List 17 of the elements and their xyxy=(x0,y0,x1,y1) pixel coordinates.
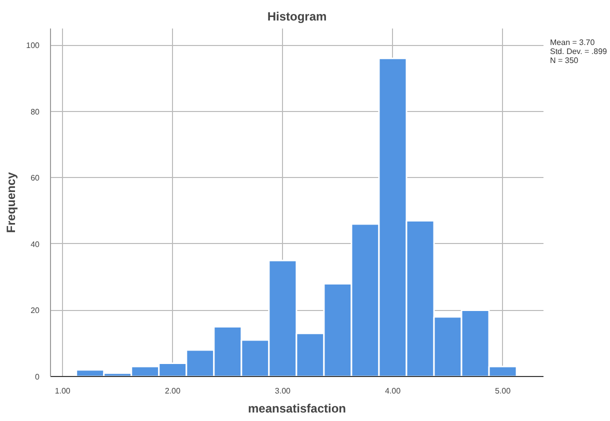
y-tick-label: 60 xyxy=(30,174,40,183)
text: Std. Dev. = .899 xyxy=(550,47,607,56)
text: Mean = 3.70 xyxy=(550,38,596,47)
x-tick-label: 5.00 xyxy=(495,386,512,396)
y-axis-title: Frequency xyxy=(4,172,18,233)
y-tick-label: 20 xyxy=(30,306,40,316)
chart-title: Histogram xyxy=(267,10,327,24)
text: N = 350 xyxy=(550,56,580,65)
y-tick-label: 80 xyxy=(30,107,40,116)
x-tick-label: 3.00 xyxy=(274,386,292,396)
y-tick-label: 0 xyxy=(35,372,40,382)
x-axis-title: meansatisfaction xyxy=(248,402,346,416)
x-tick-label: 1.00 xyxy=(54,386,71,396)
y-tick-label: 100 xyxy=(26,41,40,50)
x-tick-label: 4.00 xyxy=(384,386,402,396)
y-tick-label: 40 xyxy=(30,240,40,249)
x-tick-label: 2.00 xyxy=(164,386,181,396)
